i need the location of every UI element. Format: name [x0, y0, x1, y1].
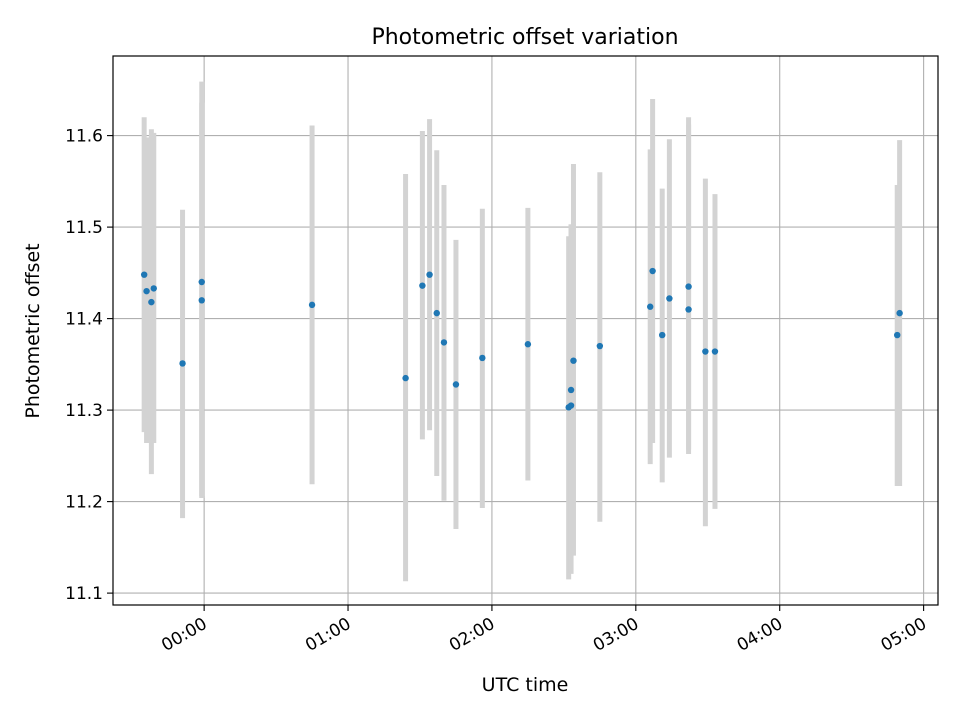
data-point [143, 287, 150, 295]
data-point [685, 306, 692, 313]
y-tick-label: 11.2 [65, 493, 103, 513]
y-axis-ticks: 11.1 11.2 11.3 11.4 11.5 11.6 [65, 127, 113, 604]
chart-title: Photometric offset variation [371, 25, 678, 50]
data-point [150, 285, 157, 292]
y-tick-label: 11.4 [65, 310, 103, 330]
y-tick-label: 11.3 [65, 401, 103, 421]
data-point [685, 283, 692, 290]
data-point [179, 360, 186, 367]
data-point [567, 386, 575, 394]
data-point [426, 271, 433, 278]
y-tick-label: 11.1 [65, 584, 103, 604]
y-axis-label: Photometric offset [22, 243, 44, 418]
data-point [570, 357, 577, 364]
x-axis-label: UTC time [482, 674, 569, 696]
data-point [402, 374, 409, 382]
data-point [702, 348, 709, 355]
data-point [659, 331, 666, 339]
data-point [198, 297, 205, 304]
data-point [198, 278, 205, 286]
data-point [711, 348, 719, 355]
plot-frame [112, 55, 939, 606]
data-point [308, 301, 316, 309]
data-point [524, 341, 532, 348]
data-point [896, 309, 903, 317]
y-tick-label: 11.5 [65, 218, 103, 238]
data-point [567, 402, 575, 409]
data-point [440, 339, 448, 346]
data-point [649, 267, 656, 275]
data-point [894, 331, 901, 339]
data-point [452, 381, 460, 388]
data-points [140, 267, 903, 411]
data-point [666, 295, 673, 302]
y-tick-label: 11.6 [65, 127, 103, 147]
data-point [479, 354, 486, 362]
data-point [140, 271, 148, 278]
data-point [433, 309, 440, 317]
data-point [596, 342, 604, 350]
data-point [148, 298, 155, 306]
data-point [647, 303, 654, 310]
data-point [419, 282, 426, 289]
